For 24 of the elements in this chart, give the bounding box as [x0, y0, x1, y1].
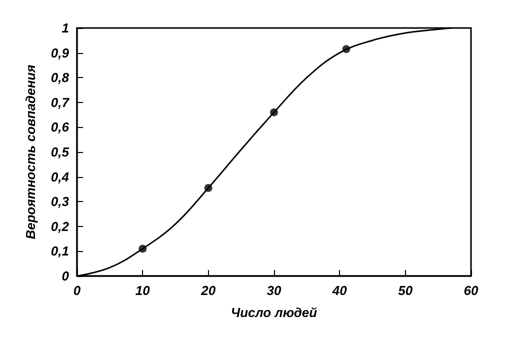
x-axis-title: Число людей [230, 305, 318, 320]
x-tick-label: 50 [398, 283, 414, 298]
y-tick-label: 0,6 [50, 120, 70, 135]
point [270, 108, 278, 116]
y-tick-label: 0,7 [50, 94, 70, 110]
x-tick-label: 40 [331, 283, 348, 298]
y-tick-label: 0 [62, 268, 70, 284]
x-tick-label: 0 [73, 283, 82, 298]
x-tick-label: 10 [135, 283, 151, 298]
y-tick-label: 0,9 [50, 45, 70, 60]
y-tick-label: 0,3 [50, 194, 70, 210]
point [204, 184, 212, 192]
point [138, 244, 147, 253]
point [342, 45, 350, 54]
y-tick-label: 0,2 [50, 218, 70, 234]
x-tick-label: 30 [266, 283, 282, 298]
y-tick-label: 0,4 [50, 169, 70, 184]
y-tick-label: 0,5 [50, 144, 70, 160]
y-tick-label: 0,8 [50, 70, 70, 86]
x-tick-label: 20 [200, 283, 216, 298]
x-tick-label: 60 [464, 283, 479, 298]
y-tick-label: 0,1 [50, 244, 69, 259]
y-tick-label: 1 [62, 20, 69, 36]
y-axis-title: Вероятность совпадения [23, 64, 38, 240]
